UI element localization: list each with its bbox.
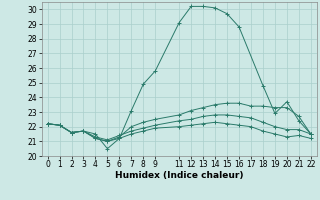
X-axis label: Humidex (Indice chaleur): Humidex (Indice chaleur) [115,171,244,180]
